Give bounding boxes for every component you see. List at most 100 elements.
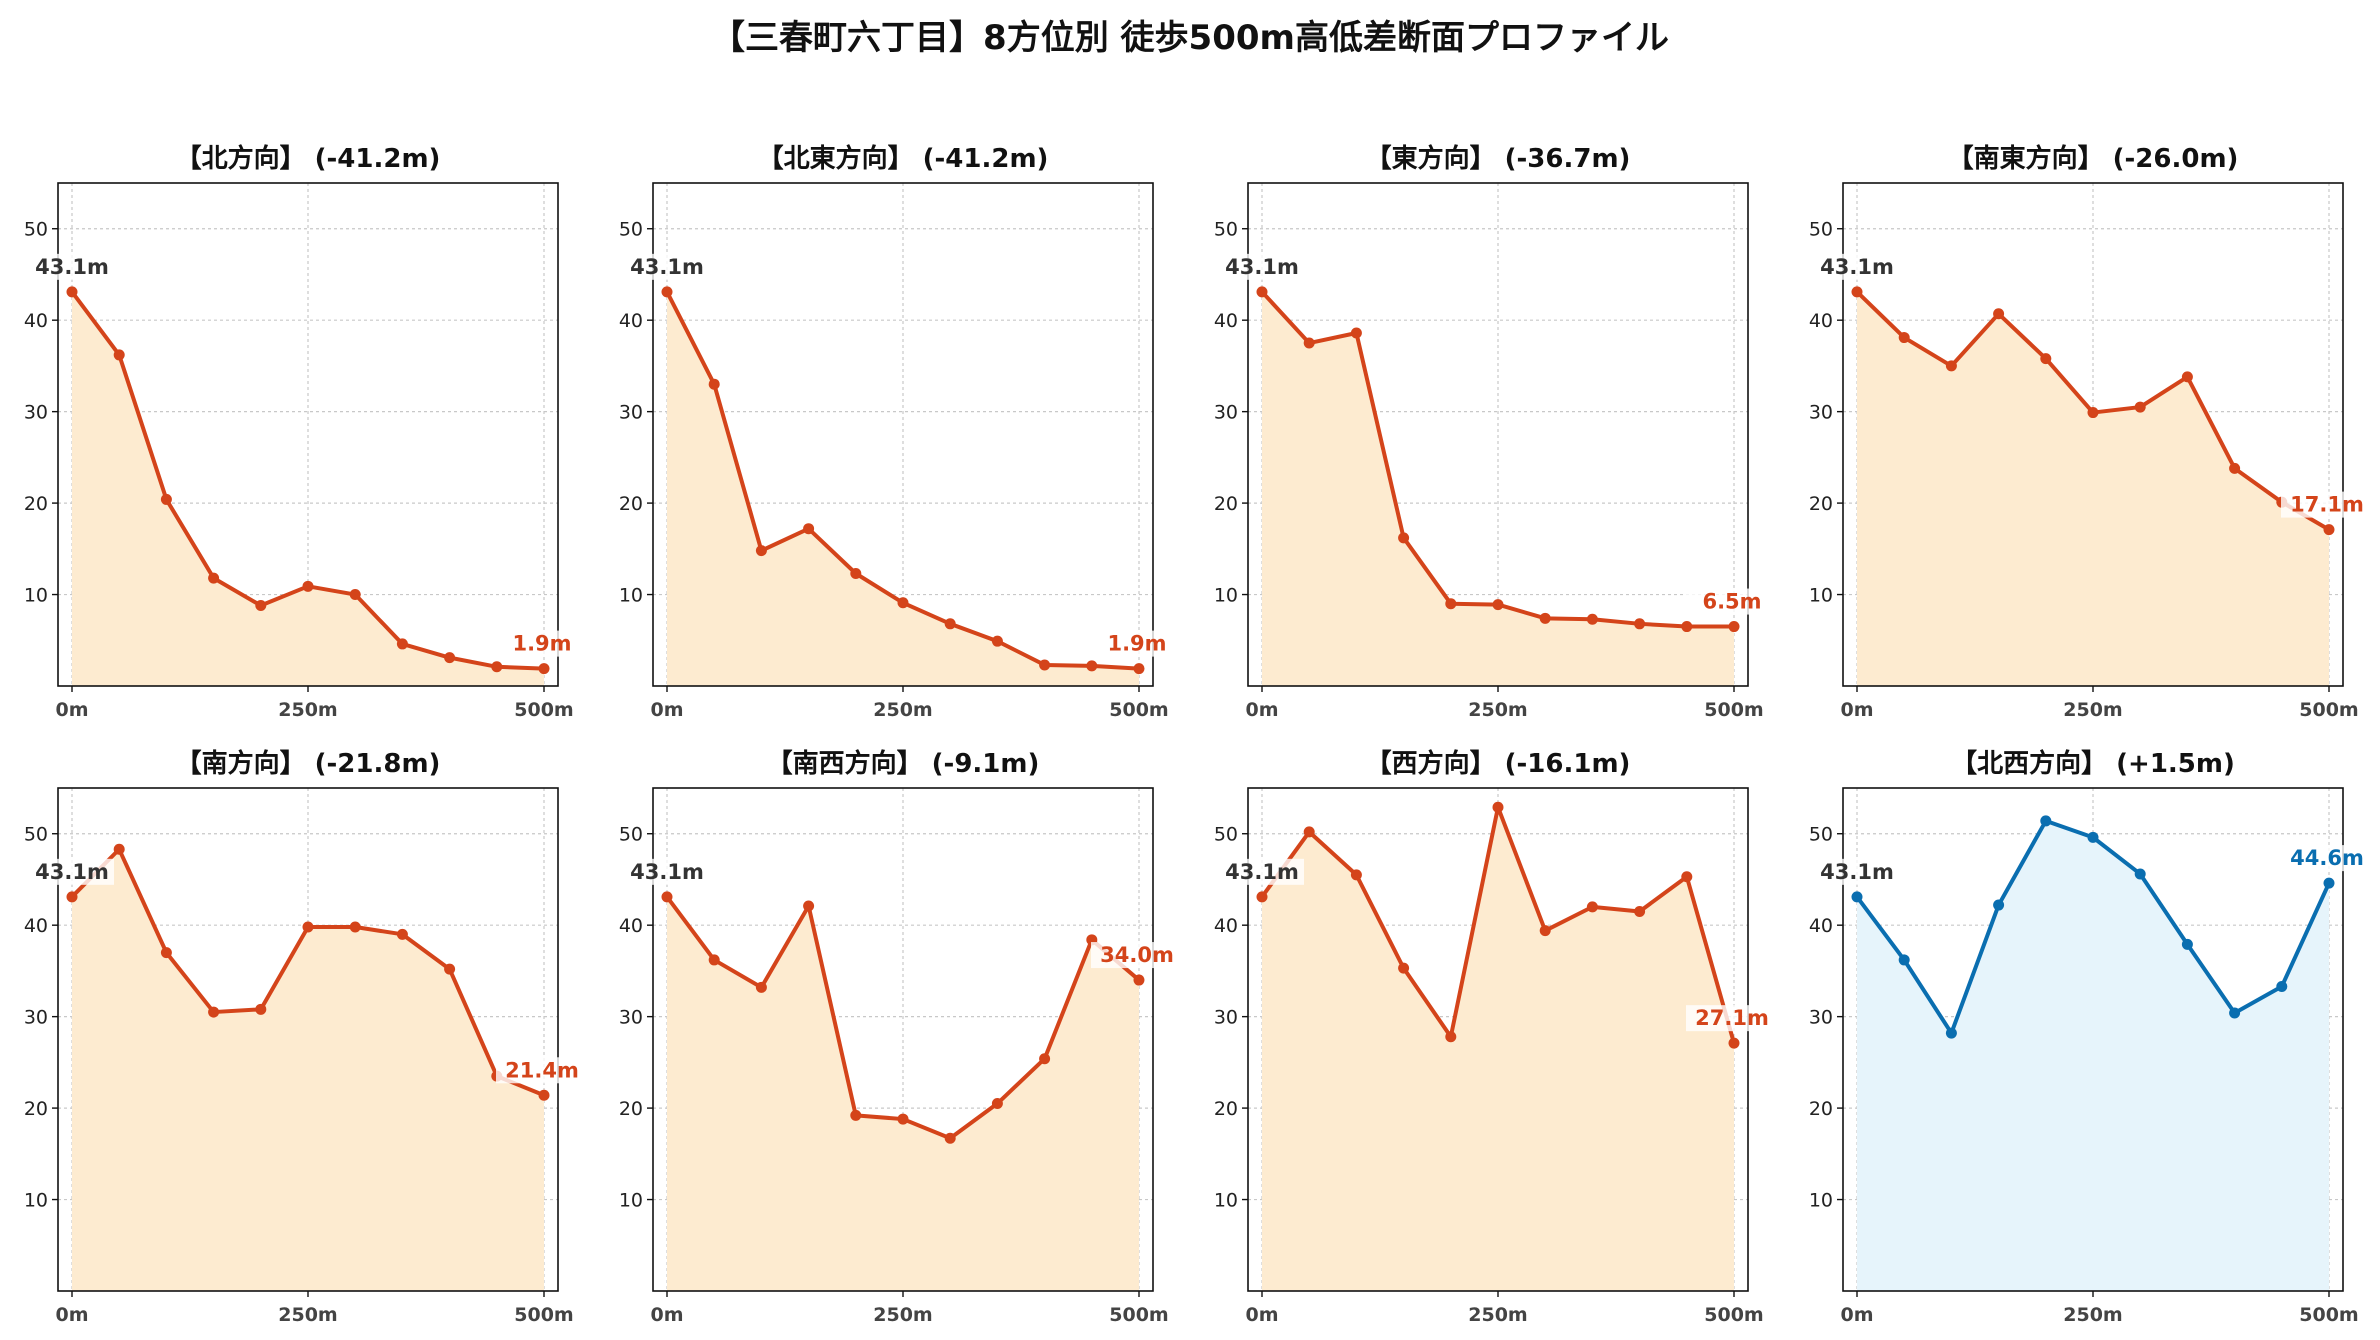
tick-label-x: 0m — [55, 1304, 88, 1326]
tick-label-y: 10 — [24, 585, 48, 607]
data-point — [66, 286, 78, 298]
data-point — [2323, 877, 2335, 889]
data-point — [1256, 286, 1268, 298]
data-point — [1586, 901, 1598, 913]
tick-label-y: 40 — [1214, 310, 1238, 332]
data-point — [160, 947, 172, 959]
data-point — [2181, 938, 2193, 950]
tick-label-y: 30 — [1214, 1007, 1238, 1029]
data-point — [661, 891, 673, 903]
data-point — [1539, 925, 1551, 937]
data-point — [1039, 1053, 1051, 1065]
tick-label-y: 40 — [1809, 915, 1833, 937]
data-point — [1586, 613, 1598, 625]
end-label-bg — [1686, 588, 1778, 615]
area-fill — [1857, 820, 2329, 1291]
tick-label-y: 10 — [1214, 585, 1238, 607]
tick-label-x: 500m — [2299, 1304, 2358, 1326]
data-point — [1898, 332, 1910, 344]
start-label: 43.1m — [1820, 255, 1894, 279]
data-point — [349, 921, 361, 933]
start-label-bg — [30, 858, 114, 885]
data-point — [1350, 327, 1362, 339]
data-point — [1303, 337, 1315, 349]
tick-label-y: 50 — [1809, 824, 1833, 846]
panel-title: 【西方向】 (-16.1m) — [1366, 748, 1631, 779]
tick-label-y: 30 — [1809, 402, 1833, 424]
data-point — [1086, 660, 1098, 672]
tick-label-x: 250m — [2063, 699, 2122, 721]
tick-label-y: 50 — [1214, 219, 1238, 241]
start-label: 43.1m — [1225, 860, 1299, 884]
tick-label-x: 0m — [1245, 1304, 1278, 1326]
tick-label-y: 40 — [24, 310, 48, 332]
data-point — [661, 286, 673, 298]
tick-label-y: 20 — [1214, 1098, 1238, 1120]
tick-label-x: 250m — [873, 1304, 932, 1326]
data-point — [755, 545, 767, 557]
data-point — [255, 600, 267, 612]
data-point — [66, 891, 78, 903]
tick-label-x: 0m — [55, 699, 88, 721]
end-label-bg — [496, 630, 588, 657]
data-point — [897, 597, 909, 609]
end-label: 6.5m — [1702, 590, 1761, 614]
data-point — [2134, 868, 2146, 880]
tick-label-x: 500m — [2299, 699, 2358, 721]
data-point — [1133, 974, 1145, 986]
data-point — [1993, 899, 2005, 911]
data-point — [1492, 599, 1504, 611]
data-point — [2323, 524, 2335, 536]
end-label: 34.0m — [1100, 943, 1174, 967]
data-point — [1350, 869, 1362, 881]
tick-label-y: 10 — [1809, 585, 1833, 607]
tick-label-x: 250m — [1468, 1304, 1527, 1326]
end-label: 1.9m — [512, 632, 571, 656]
data-point — [538, 1089, 550, 1101]
tick-label-x: 0m — [1840, 699, 1873, 721]
tick-label-y: 20 — [1809, 1098, 1833, 1120]
data-point — [113, 349, 125, 361]
tick-label-y: 20 — [24, 493, 48, 515]
data-point — [1445, 598, 1457, 610]
figure-title: 【三春町六丁目】8方位別 徒歩500m高低差断面プロファイル — [711, 18, 1669, 58]
start-label: 43.1m — [1225, 255, 1299, 279]
data-point — [160, 493, 172, 505]
tick-label-y: 20 — [619, 1098, 643, 1120]
data-point — [396, 638, 408, 650]
start-label-bg — [625, 858, 709, 885]
data-point — [803, 523, 815, 535]
area-fill — [72, 849, 544, 1291]
data-point — [1851, 891, 1863, 903]
tick-label-x: 500m — [1109, 1304, 1168, 1326]
tick-label-y: 50 — [24, 824, 48, 846]
start-label: 43.1m — [35, 255, 109, 279]
tick-label-y: 10 — [1214, 1190, 1238, 1212]
data-point — [302, 921, 314, 933]
end-label-bg — [1091, 942, 1183, 969]
tick-label-y: 20 — [24, 1098, 48, 1120]
data-point — [944, 618, 956, 630]
end-label: 1.9m — [1107, 632, 1166, 656]
end-label-bg — [1686, 1005, 1778, 1032]
panel-title: 【南西方向】 (-9.1m) — [767, 748, 1040, 779]
tick-label-x: 250m — [278, 699, 337, 721]
start-label: 43.1m — [630, 860, 704, 884]
tick-label-y: 10 — [24, 1190, 48, 1212]
data-point — [208, 1006, 220, 1018]
start-label-bg — [1815, 253, 1899, 280]
end-label-bg — [496, 1057, 588, 1084]
data-point — [1634, 618, 1646, 630]
data-point — [1634, 905, 1646, 917]
data-point — [850, 1109, 862, 1121]
data-point — [2276, 980, 2288, 992]
data-point — [2040, 815, 2052, 827]
data-point — [1898, 954, 1910, 966]
tick-label-x: 500m — [514, 699, 573, 721]
tick-label-y: 20 — [1809, 493, 1833, 515]
tick-label-y: 30 — [1809, 1007, 1833, 1029]
end-label: 27.1m — [1695, 1006, 1769, 1030]
